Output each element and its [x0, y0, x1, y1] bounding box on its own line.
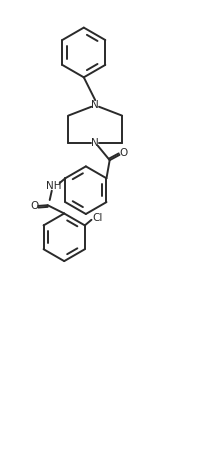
Text: N: N [91, 138, 99, 148]
Text: O: O [119, 148, 127, 158]
Text: NH: NH [46, 181, 62, 191]
Text: O: O [30, 201, 38, 211]
Text: N: N [91, 100, 99, 110]
Text: Cl: Cl [92, 213, 102, 223]
